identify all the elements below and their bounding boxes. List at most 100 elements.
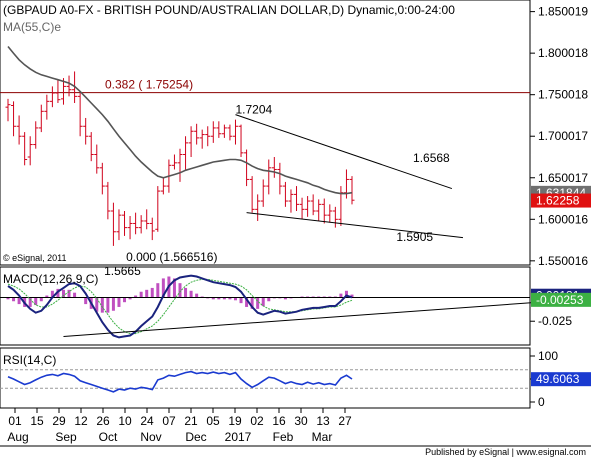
panel-frames bbox=[0, 0, 531, 409]
price-bar bbox=[244, 149, 250, 187]
x-day-label: 07 bbox=[162, 414, 176, 428]
price-bar bbox=[55, 79, 61, 104]
price-bar bbox=[271, 157, 277, 178]
price-bar bbox=[338, 186, 344, 226]
price-bar bbox=[66, 75, 72, 97]
x-day-label: 16 bbox=[272, 414, 286, 428]
price-y-tick-label: 1.650017 bbox=[538, 171, 588, 185]
price-bar bbox=[277, 162, 283, 195]
price-bar bbox=[22, 132, 28, 166]
price-bar bbox=[149, 217, 155, 241]
price-bar bbox=[38, 104, 44, 133]
price-bar bbox=[49, 86, 55, 108]
x-day-label: 21 bbox=[184, 414, 198, 428]
ma-indicator-label: MA(55,C)e bbox=[3, 20, 61, 34]
price-bar bbox=[316, 199, 322, 221]
price-bar bbox=[110, 202, 116, 246]
price-bar bbox=[249, 176, 255, 213]
price-bar bbox=[16, 115, 22, 145]
price-bar bbox=[299, 197, 305, 220]
price-bar bbox=[232, 119, 238, 145]
price-bar bbox=[294, 186, 300, 212]
price-panel-frame bbox=[0, 0, 531, 266]
current-price-label: 1.62258 bbox=[531, 193, 591, 208]
x-day-label: 13 bbox=[316, 414, 330, 428]
price-trendlines bbox=[235, 114, 464, 239]
price-bar bbox=[327, 204, 333, 223]
macd-signal-line bbox=[7, 278, 353, 335]
price-bar bbox=[221, 124, 227, 138]
macd-y-tick-label: -0.025 bbox=[538, 314, 572, 328]
ma-55-line bbox=[7, 45, 353, 195]
x-day-label: 27 bbox=[338, 414, 352, 428]
rsi-y-tick-label: 0 bbox=[538, 395, 545, 409]
x-day-label: 05 bbox=[206, 414, 220, 428]
price-bar bbox=[33, 121, 39, 149]
x-month-label: Sep bbox=[55, 430, 77, 444]
price-bar bbox=[310, 194, 316, 216]
price-bar bbox=[27, 136, 33, 166]
price-annotation-label: 1.5665 bbox=[104, 264, 141, 278]
price-bar bbox=[44, 94, 50, 120]
price-bar bbox=[83, 117, 89, 145]
price-bar bbox=[144, 209, 150, 230]
current-price-label-bg bbox=[531, 193, 591, 208]
price-bar bbox=[116, 209, 122, 241]
price-bar bbox=[255, 194, 261, 221]
price-bar bbox=[210, 121, 216, 143]
x-month-label: Feb bbox=[273, 430, 294, 444]
rsi-y-tick-label: 100 bbox=[538, 349, 558, 363]
price-y-tick-label: 1.550016 bbox=[538, 254, 588, 268]
price-bar bbox=[205, 126, 211, 147]
rsi-value-label: 49.6063 bbox=[531, 372, 591, 387]
rsi-y-axis: 100 0 49.6063 bbox=[530, 349, 591, 409]
price-trendline bbox=[235, 114, 453, 190]
price-y-axis: 1.850019 1.800018 1.750018 1.700017 1.650017… bbox=[530, 5, 588, 268]
fib-level-group: 0.382 ( 1.75254) bbox=[0, 78, 530, 94]
price-bar bbox=[138, 215, 144, 234]
price-annotation-label: 1.7204 bbox=[235, 102, 272, 116]
macd-panel-frame bbox=[0, 266, 531, 346]
price-bar bbox=[171, 154, 177, 170]
x-month-label: Aug bbox=[7, 430, 28, 444]
price-bar bbox=[183, 136, 189, 170]
price-annotations: 1.7204 1.6568 0.000 (1.566516) 1.5905 1.5665 bbox=[104, 102, 450, 278]
price-bar bbox=[5, 98, 11, 122]
price-bar bbox=[188, 126, 194, 158]
price-bars bbox=[5, 71, 355, 246]
rsi-line bbox=[7, 370, 353, 393]
x-day-label: 10 bbox=[118, 414, 132, 428]
macd-value-label: -0.00253 bbox=[531, 292, 591, 307]
price-bar bbox=[177, 148, 183, 182]
price-y-tick-label: 1.750018 bbox=[538, 88, 588, 102]
macd-value-label-bg bbox=[531, 292, 591, 307]
rsi-value-label-bg bbox=[531, 372, 591, 387]
x-day-label: 01 bbox=[8, 414, 22, 428]
x-day-label: 19 bbox=[228, 414, 242, 428]
x-month-label: 2017 bbox=[225, 430, 252, 444]
price-y-tick-label: 1.600016 bbox=[538, 212, 588, 226]
published-footer: Published by eSignal | www.esignal.com bbox=[425, 447, 586, 457]
x-day-label: 30 bbox=[294, 414, 308, 428]
price-trendline bbox=[246, 212, 464, 239]
rsi-panel-frame bbox=[0, 347, 531, 409]
price-y-tick-label: 1.700017 bbox=[538, 129, 588, 143]
x-day-label: 24 bbox=[140, 414, 154, 428]
price-bar bbox=[321, 198, 327, 224]
x-axis: 01 15 29 12 26 10 24 07 21 05 19 02 16 30 13 27 Aug Sep Oc… bbox=[0, 408, 591, 447]
price-bar bbox=[77, 93, 83, 137]
price-bar bbox=[238, 124, 244, 158]
price-annotation-label: 1.5905 bbox=[396, 230, 433, 244]
price-bar bbox=[266, 159, 272, 195]
price-bar bbox=[122, 211, 128, 236]
rsi-value-label-text: 49.6063 bbox=[536, 372, 580, 386]
price-bar bbox=[332, 206, 338, 228]
x-month-label: Nov bbox=[140, 430, 161, 444]
esignal-watermark: © eSignal, 2011 bbox=[3, 253, 67, 263]
x-day-label: 26 bbox=[96, 414, 110, 428]
price-annotation-label: 0.000 (1.566516) bbox=[126, 250, 217, 264]
price-bar bbox=[199, 129, 205, 149]
fib-level-label: 0.382 ( 1.75254) bbox=[105, 78, 193, 92]
